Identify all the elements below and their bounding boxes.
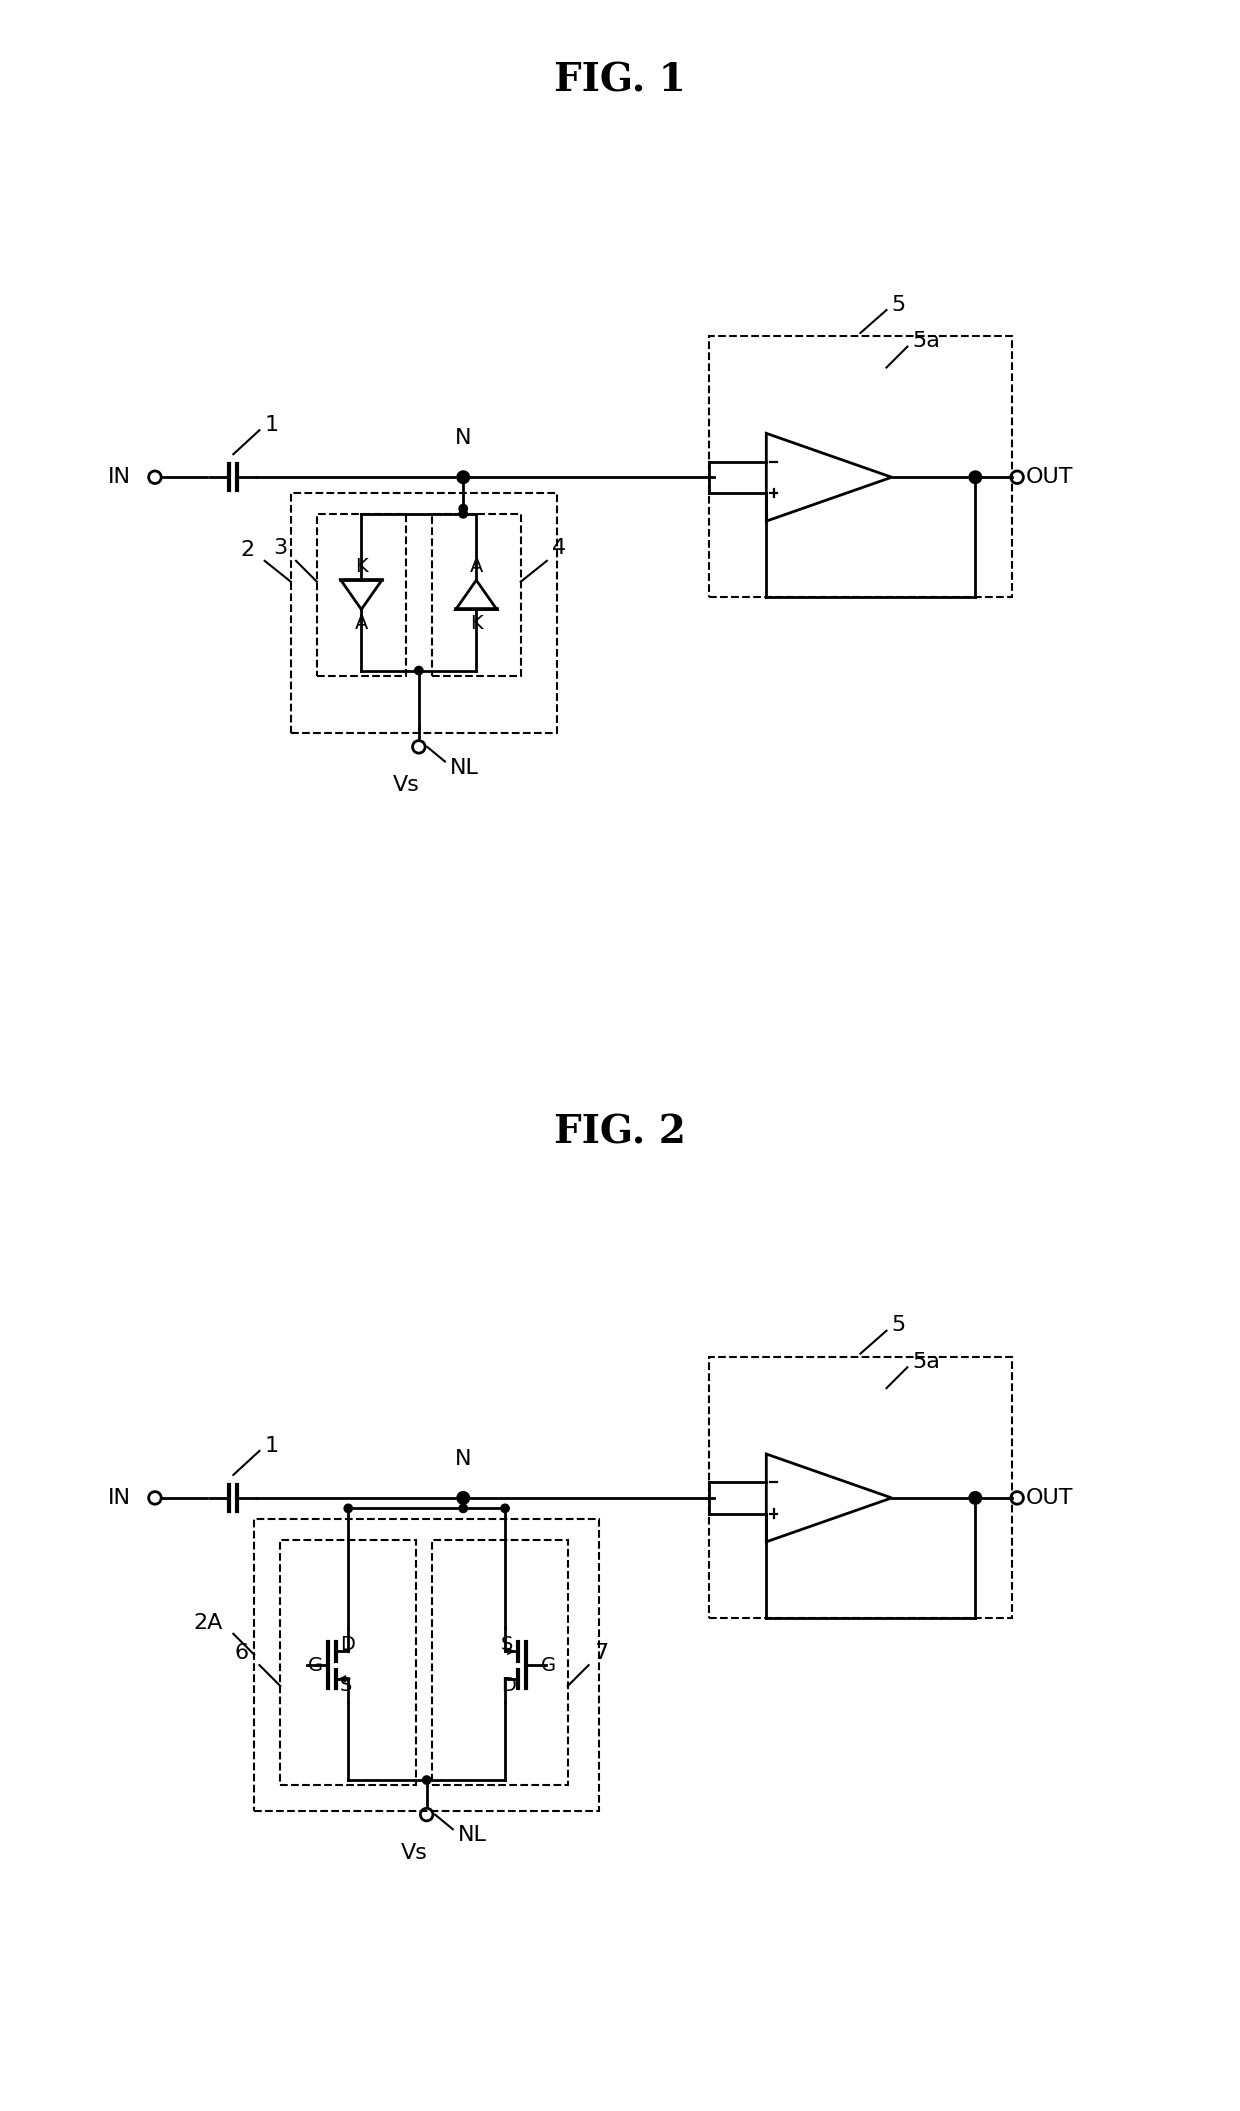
Text: D: D: [340, 1634, 355, 1653]
Text: 1: 1: [264, 416, 279, 435]
Text: 5: 5: [892, 296, 906, 315]
Text: 4: 4: [552, 538, 567, 557]
Text: 2A: 2A: [193, 1613, 223, 1634]
Text: A: A: [470, 557, 484, 576]
Text: IN: IN: [108, 467, 131, 488]
Text: K: K: [355, 557, 367, 576]
Text: FIG. 2: FIG. 2: [554, 1112, 686, 1150]
Text: NL: NL: [450, 758, 479, 777]
Circle shape: [423, 1775, 430, 1784]
Text: 1: 1: [264, 1435, 279, 1457]
Text: N: N: [455, 429, 471, 448]
Circle shape: [968, 471, 982, 483]
Text: G: G: [308, 1655, 324, 1674]
Text: 6: 6: [234, 1642, 249, 1663]
Text: OUT: OUT: [1025, 1488, 1073, 1507]
Text: OUT: OUT: [1025, 467, 1073, 488]
Text: Vs: Vs: [401, 1843, 428, 1862]
Circle shape: [458, 1492, 470, 1505]
Text: D: D: [501, 1676, 516, 1695]
Circle shape: [459, 1505, 467, 1514]
Text: S: S: [340, 1676, 352, 1695]
Circle shape: [414, 667, 423, 676]
Text: 5a: 5a: [913, 331, 940, 350]
Text: S: S: [501, 1634, 513, 1653]
Text: FIG. 1: FIG. 1: [554, 61, 686, 99]
Circle shape: [459, 509, 467, 517]
Text: 2: 2: [241, 540, 254, 559]
Text: 3: 3: [274, 538, 288, 557]
Text: IN: IN: [108, 1488, 131, 1507]
Text: 5a: 5a: [913, 1351, 940, 1372]
Circle shape: [501, 1505, 510, 1514]
Text: K: K: [470, 614, 482, 633]
Circle shape: [968, 1492, 982, 1505]
Text: NL: NL: [458, 1826, 487, 1845]
Text: 5: 5: [892, 1315, 906, 1336]
Circle shape: [458, 471, 470, 483]
Circle shape: [343, 1505, 352, 1514]
Text: N: N: [455, 1448, 471, 1469]
Circle shape: [459, 505, 467, 513]
Text: Vs: Vs: [393, 775, 419, 796]
Text: 7: 7: [594, 1642, 608, 1663]
Text: G: G: [541, 1655, 557, 1674]
Text: A: A: [355, 614, 368, 633]
